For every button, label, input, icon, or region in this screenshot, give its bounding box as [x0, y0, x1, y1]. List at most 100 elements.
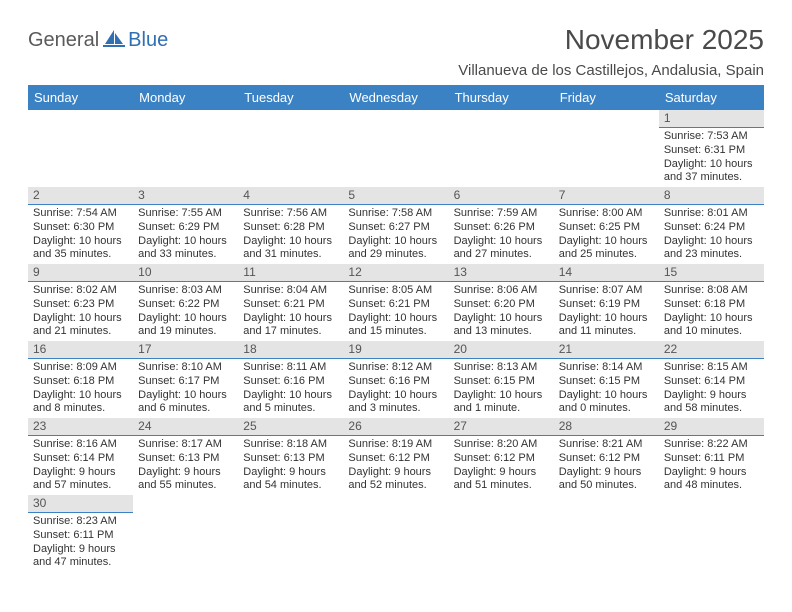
- calendar-cell: 18Sunrise: 8:11 AMSunset: 6:16 PMDayligh…: [238, 341, 343, 418]
- day-details: Sunrise: 7:58 AMSunset: 6:27 PMDaylight:…: [343, 205, 448, 264]
- day-details: Sunrise: 7:55 AMSunset: 6:29 PMDaylight:…: [133, 205, 238, 264]
- calendar-cell: [133, 110, 238, 187]
- day-number: 9: [28, 264, 133, 282]
- calendar-row: 1Sunrise: 7:53 AMSunset: 6:31 PMDaylight…: [28, 110, 764, 187]
- weekday-header-row: Sunday Monday Tuesday Wednesday Thursday…: [28, 85, 764, 110]
- calendar-cell: 7Sunrise: 8:00 AMSunset: 6:25 PMDaylight…: [554, 187, 659, 264]
- sunrise-text: Sunrise: 8:05 AM: [348, 284, 443, 298]
- sunset-text: Sunset: 6:11 PM: [664, 452, 759, 466]
- day-details: Sunrise: 8:07 AMSunset: 6:19 PMDaylight:…: [554, 282, 659, 341]
- day-details: Sunrise: 8:08 AMSunset: 6:18 PMDaylight:…: [659, 282, 764, 341]
- sunset-text: Sunset: 6:22 PM: [138, 298, 233, 312]
- sunrise-text: Sunrise: 8:07 AM: [559, 284, 654, 298]
- weekday-header: Tuesday: [238, 85, 343, 110]
- sunset-text: Sunset: 6:16 PM: [243, 375, 338, 389]
- sunrise-text: Sunrise: 8:21 AM: [559, 438, 654, 452]
- logo-word-1: General: [28, 29, 99, 52]
- logo: General Blue: [28, 24, 168, 53]
- sunset-text: Sunset: 6:12 PM: [559, 452, 654, 466]
- calendar-cell: [343, 495, 448, 572]
- day-details: Sunrise: 8:09 AMSunset: 6:18 PMDaylight:…: [28, 359, 133, 418]
- day-details: Sunrise: 8:11 AMSunset: 6:16 PMDaylight:…: [238, 359, 343, 418]
- sunrise-text: Sunrise: 8:22 AM: [664, 438, 759, 452]
- sunset-text: Sunset: 6:26 PM: [454, 221, 549, 235]
- sunrise-text: Sunrise: 8:13 AM: [454, 361, 549, 375]
- sunrise-text: Sunrise: 7:59 AM: [454, 207, 549, 221]
- sunrise-text: Sunrise: 8:08 AM: [664, 284, 759, 298]
- day-number: 26: [343, 418, 448, 436]
- calendar-cell: 25Sunrise: 8:18 AMSunset: 6:13 PMDayligh…: [238, 418, 343, 495]
- calendar-cell: 9Sunrise: 8:02 AMSunset: 6:23 PMDaylight…: [28, 264, 133, 341]
- sunset-text: Sunset: 6:18 PM: [664, 298, 759, 312]
- sunset-text: Sunset: 6:24 PM: [664, 221, 759, 235]
- day-number: 12: [343, 264, 448, 282]
- calendar-cell: 21Sunrise: 8:14 AMSunset: 6:15 PMDayligh…: [554, 341, 659, 418]
- day-number: 25: [238, 418, 343, 436]
- day-number: 19: [343, 341, 448, 359]
- calendar-cell: 11Sunrise: 8:04 AMSunset: 6:21 PMDayligh…: [238, 264, 343, 341]
- day-number: 8: [659, 187, 764, 205]
- calendar-cell: 13Sunrise: 8:06 AMSunset: 6:20 PMDayligh…: [449, 264, 554, 341]
- daylight-text: Daylight: 10 hours and 15 minutes.: [348, 312, 443, 340]
- sunrise-text: Sunrise: 8:18 AM: [243, 438, 338, 452]
- sunrise-text: Sunrise: 8:06 AM: [454, 284, 549, 298]
- day-details: Sunrise: 8:16 AMSunset: 6:14 PMDaylight:…: [28, 436, 133, 495]
- daylight-text: Daylight: 9 hours and 50 minutes.: [559, 466, 654, 494]
- day-details: Sunrise: 8:21 AMSunset: 6:12 PMDaylight:…: [554, 436, 659, 495]
- daylight-text: Daylight: 9 hours and 51 minutes.: [454, 466, 549, 494]
- daylight-text: Daylight: 10 hours and 33 minutes.: [138, 235, 233, 263]
- day-number: 5: [343, 187, 448, 205]
- daylight-text: Daylight: 10 hours and 19 minutes.: [138, 312, 233, 340]
- daylight-text: Daylight: 10 hours and 6 minutes.: [138, 389, 233, 417]
- calendar-row: 2Sunrise: 7:54 AMSunset: 6:30 PMDaylight…: [28, 187, 764, 264]
- calendar-cell: [554, 495, 659, 572]
- sunset-text: Sunset: 6:14 PM: [664, 375, 759, 389]
- day-number: 22: [659, 341, 764, 359]
- day-number: 21: [554, 341, 659, 359]
- daylight-text: Daylight: 10 hours and 27 minutes.: [454, 235, 549, 263]
- calendar-cell: 22Sunrise: 8:15 AMSunset: 6:14 PMDayligh…: [659, 341, 764, 418]
- calendar-cell: 4Sunrise: 7:56 AMSunset: 6:28 PMDaylight…: [238, 187, 343, 264]
- calendar-cell: 30Sunrise: 8:23 AMSunset: 6:11 PMDayligh…: [28, 495, 133, 572]
- calendar-cell: 2Sunrise: 7:54 AMSunset: 6:30 PMDaylight…: [28, 187, 133, 264]
- sunrise-text: Sunrise: 8:04 AM: [243, 284, 338, 298]
- sunset-text: Sunset: 6:13 PM: [138, 452, 233, 466]
- sunrise-text: Sunrise: 8:19 AM: [348, 438, 443, 452]
- sail-icon: [103, 28, 125, 53]
- sunset-text: Sunset: 6:27 PM: [348, 221, 443, 235]
- day-number: 1: [659, 110, 764, 128]
- sunrise-text: Sunrise: 8:16 AM: [33, 438, 128, 452]
- sunset-text: Sunset: 6:11 PM: [33, 529, 128, 543]
- day-number: 15: [659, 264, 764, 282]
- day-details: Sunrise: 8:00 AMSunset: 6:25 PMDaylight:…: [554, 205, 659, 264]
- day-number: 6: [449, 187, 554, 205]
- sunset-text: Sunset: 6:14 PM: [33, 452, 128, 466]
- month-title: November 2025: [458, 24, 764, 56]
- calendar-cell: 12Sunrise: 8:05 AMSunset: 6:21 PMDayligh…: [343, 264, 448, 341]
- sunset-text: Sunset: 6:30 PM: [33, 221, 128, 235]
- calendar-cell: 8Sunrise: 8:01 AMSunset: 6:24 PMDaylight…: [659, 187, 764, 264]
- sunrise-text: Sunrise: 8:20 AM: [454, 438, 549, 452]
- day-details: Sunrise: 8:22 AMSunset: 6:11 PMDaylight:…: [659, 436, 764, 495]
- daylight-text: Daylight: 10 hours and 25 minutes.: [559, 235, 654, 263]
- day-details: Sunrise: 8:17 AMSunset: 6:13 PMDaylight:…: [133, 436, 238, 495]
- sunset-text: Sunset: 6:28 PM: [243, 221, 338, 235]
- day-number: 24: [133, 418, 238, 436]
- sunset-text: Sunset: 6:16 PM: [348, 375, 443, 389]
- calendar-row: 9Sunrise: 8:02 AMSunset: 6:23 PMDaylight…: [28, 264, 764, 341]
- daylight-text: Daylight: 10 hours and 1 minute.: [454, 389, 549, 417]
- calendar-cell: [28, 110, 133, 187]
- sunrise-text: Sunrise: 7:58 AM: [348, 207, 443, 221]
- sunrise-text: Sunrise: 7:55 AM: [138, 207, 233, 221]
- sunrise-text: Sunrise: 8:17 AM: [138, 438, 233, 452]
- sunset-text: Sunset: 6:29 PM: [138, 221, 233, 235]
- calendar-cell: 1Sunrise: 7:53 AMSunset: 6:31 PMDaylight…: [659, 110, 764, 187]
- calendar-row: 30Sunrise: 8:23 AMSunset: 6:11 PMDayligh…: [28, 495, 764, 572]
- sunrise-text: Sunrise: 8:15 AM: [664, 361, 759, 375]
- calendar-cell: 16Sunrise: 8:09 AMSunset: 6:18 PMDayligh…: [28, 341, 133, 418]
- sunrise-text: Sunrise: 8:01 AM: [664, 207, 759, 221]
- day-number: 30: [28, 495, 133, 513]
- sunset-text: Sunset: 6:15 PM: [454, 375, 549, 389]
- day-number: 7: [554, 187, 659, 205]
- day-number: 18: [238, 341, 343, 359]
